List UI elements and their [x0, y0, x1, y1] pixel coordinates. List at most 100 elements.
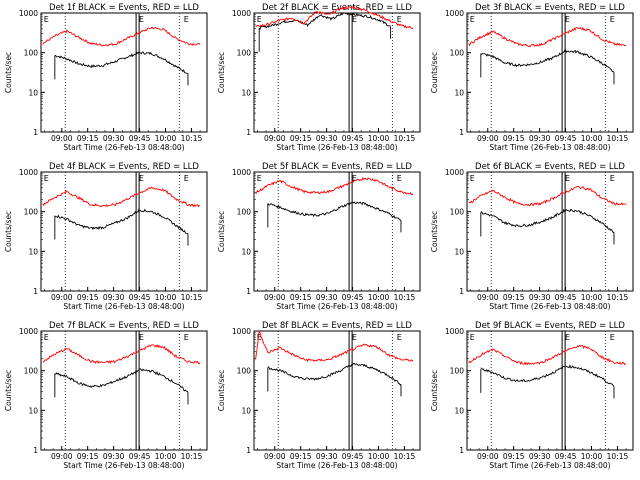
x-tick-label: 10:15: [394, 293, 416, 302]
event-marker-letter: E: [610, 174, 615, 183]
x-tick-label: 10:00: [581, 134, 603, 143]
chart-panel: Det 7f BLACK = Events, RED = LLD 1 10 100 10…: [4, 321, 208, 470]
y-axis-label: Counts/sec: [217, 52, 226, 93]
event-marker-letter: E: [397, 333, 402, 342]
x-tick-label: 10:00: [581, 452, 603, 461]
x-tick-label: 09:30: [529, 452, 551, 461]
y-tick-label: 100: [450, 49, 465, 58]
x-tick-label: 09:45: [342, 134, 364, 143]
y-tick-label: 10: [28, 406, 38, 415]
lld-series-line: [468, 26, 627, 48]
x-tick-label: 09:45: [129, 134, 151, 143]
x-tick-label: 09:00: [51, 452, 73, 461]
x-tick-label: 09:15: [503, 293, 525, 302]
panel-title: Det 1f BLACK = Events, RED = LLD: [49, 3, 199, 13]
y-tick-label: 1: [33, 128, 38, 137]
events-series-line: [267, 201, 402, 221]
event-marker-letter: E: [470, 333, 475, 342]
x-tick-label: 09:45: [555, 452, 577, 461]
y-tick-label: 10: [28, 88, 38, 97]
events-series-line: [267, 363, 402, 386]
event-marker-letter: E: [397, 15, 402, 24]
events-series-line: [480, 208, 614, 233]
event-marker-letter: E: [397, 174, 402, 183]
lld-series-line: [255, 330, 414, 362]
x-tick-label: 10:15: [607, 452, 629, 461]
y-tick-label: 10: [241, 88, 251, 97]
y-axis-label: Counts/sec: [4, 370, 13, 411]
x-tick-label: 09:45: [342, 452, 364, 461]
x-tick-label: 09:00: [477, 134, 499, 143]
y-tick-label: 10: [454, 88, 464, 97]
y-tick-label: 1000: [232, 168, 251, 177]
y-tick-label: 1: [459, 446, 464, 455]
y-tick-label: 1000: [19, 327, 38, 336]
event-marker-letter: E: [184, 174, 189, 183]
x-tick-label: 09:45: [555, 134, 577, 143]
y-tick-label: 1000: [232, 327, 251, 336]
event-marker-letter: E: [565, 333, 570, 342]
plot-frame: [40, 12, 208, 133]
chart-panel: Det 5f BLACK = Events, RED = LLD 1 10 100 10…: [217, 162, 421, 311]
x-tick-label: 09:45: [555, 293, 577, 302]
plot-frame: [40, 330, 208, 451]
x-tick-label: 10:15: [607, 134, 629, 143]
x-tick-label: 09:30: [316, 293, 338, 302]
event-marker-letter: E: [352, 174, 357, 183]
lld-series-line: [255, 6, 414, 30]
x-tick-label: 10:00: [155, 134, 177, 143]
y-tick-label: 10: [28, 247, 38, 256]
events-series-line: [480, 364, 615, 387]
y-tick-label: 1: [33, 446, 38, 455]
y-tick-label: 100: [24, 49, 39, 58]
plot-frame: [466, 171, 634, 292]
x-axis-label: Start Time (26-Feb-13 08:48:00): [489, 302, 610, 311]
event-marker-letter: E: [139, 174, 144, 183]
x-tick-label: 09:15: [290, 134, 312, 143]
event-marker-letter: E: [610, 333, 615, 342]
panel-title: Det 2f BLACK = Events, RED = LLD: [262, 3, 412, 13]
y-tick-label: 1: [33, 287, 38, 296]
x-tick-label: 09:30: [103, 134, 125, 143]
y-axis-label: Counts/sec: [430, 211, 439, 252]
x-tick-label: 10:00: [368, 293, 390, 302]
chart-panel: Det 1f BLACK = Events, RED = LLD 1 10 100 10…: [4, 3, 208, 152]
x-tick-label: 09:15: [503, 134, 525, 143]
x-tick-label: 09:00: [264, 452, 286, 461]
x-tick-label: 09:00: [51, 134, 73, 143]
x-tick-label: 09:00: [51, 293, 73, 302]
events-series-line: [54, 51, 188, 74]
y-tick-label: 1000: [445, 168, 464, 177]
y-tick-label: 100: [24, 208, 39, 217]
x-axis-label: Start Time (26-Feb-13 08:48:00): [276, 461, 397, 470]
event-marker-letter: E: [470, 15, 475, 24]
panel-title: Det 4f BLACK = Events, RED = LLD: [49, 162, 199, 172]
lld-series-line: [42, 26, 201, 47]
x-tick-label: 10:15: [607, 293, 629, 302]
y-tick-label: 1000: [19, 168, 38, 177]
chart-panel: Det 2f BLACK = Events, RED = LLD 1 10 100 10…: [217, 3, 421, 152]
x-tick-label: 09:15: [77, 452, 99, 461]
panel-title: Det 9f BLACK = Events, RED = LLD: [475, 321, 625, 331]
x-tick-label: 10:15: [181, 134, 203, 143]
y-tick-label: 100: [237, 208, 252, 217]
x-tick-label: 09:00: [477, 293, 499, 302]
y-tick-label: 10: [241, 406, 251, 415]
x-tick-label: 10:15: [181, 293, 203, 302]
y-tick-label: 1: [459, 287, 464, 296]
chart-panel: Det 3f BLACK = Events, RED = LLD 1 10 100 10…: [430, 3, 634, 152]
plot-frame: [253, 330, 421, 451]
y-tick-label: 100: [237, 367, 252, 376]
event-marker-letter: E: [257, 15, 262, 24]
plot-frame: [466, 12, 634, 133]
lld-series-line: [42, 344, 201, 365]
event-marker-letter: E: [44, 333, 49, 342]
event-marker-letter: E: [184, 333, 189, 342]
x-tick-label: 09:30: [316, 134, 338, 143]
y-tick-label: 1000: [19, 9, 38, 18]
x-tick-label: 09:30: [316, 452, 338, 461]
chart-panel: Det 8f BLACK = Events, RED = LLD 1 10 100 10…: [217, 321, 421, 470]
x-tick-label: 09:30: [103, 452, 125, 461]
x-tick-label: 09:45: [342, 293, 364, 302]
